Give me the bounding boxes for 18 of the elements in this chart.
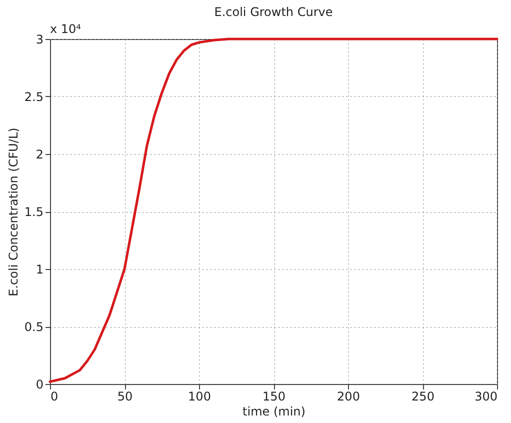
chart-title: E.coli Growth Curve bbox=[214, 5, 333, 19]
y-tick-label: 0 bbox=[36, 378, 44, 392]
x-tick-label: 50 bbox=[117, 390, 133, 404]
x-tick-label: 150 bbox=[262, 390, 286, 404]
x-tick-label: 250 bbox=[412, 390, 434, 404]
x-tick-label: 100 bbox=[188, 390, 211, 404]
x-tick-label: 0 bbox=[50, 390, 58, 404]
text: x 10⁴ bbox=[50, 22, 82, 36]
y-axis-title: E.coli Concentration (CFU/L) bbox=[6, 128, 20, 296]
y-tick-label: 2.5 bbox=[24, 90, 44, 104]
y-tick-label: 3 bbox=[36, 32, 44, 46]
y-tick-label: 1.5 bbox=[24, 205, 44, 219]
x-axis-title: time (min) bbox=[242, 404, 306, 418]
x-tick-label: 200 bbox=[337, 390, 360, 404]
y-tick-label: 2 bbox=[36, 148, 44, 162]
y-tick-label: 1 bbox=[36, 262, 44, 276]
y-tick-label: 0.5 bbox=[24, 320, 44, 334]
x-tick-label: 300 bbox=[474, 390, 498, 404]
